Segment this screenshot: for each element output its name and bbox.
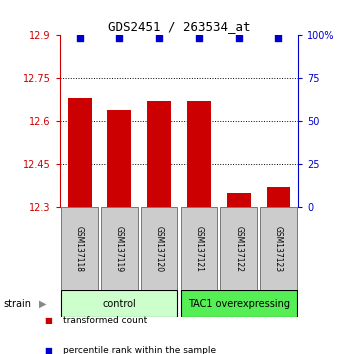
Text: control: control bbox=[103, 298, 136, 309]
Bar bbox=[101, 207, 138, 290]
Bar bbox=[141, 207, 177, 290]
Text: GSM137121: GSM137121 bbox=[194, 226, 204, 272]
Bar bbox=[181, 207, 217, 290]
Point bbox=[196, 35, 202, 41]
Bar bbox=[68, 98, 91, 207]
Text: transformed count: transformed count bbox=[63, 316, 147, 325]
Bar bbox=[187, 101, 211, 207]
Point bbox=[77, 35, 82, 41]
Text: GSM137119: GSM137119 bbox=[115, 225, 124, 272]
Title: GDS2451 / 263534_at: GDS2451 / 263534_at bbox=[108, 20, 250, 33]
Bar bbox=[181, 290, 297, 317]
Text: percentile rank within the sample: percentile rank within the sample bbox=[63, 346, 216, 354]
Point bbox=[117, 35, 122, 41]
Point bbox=[276, 35, 281, 41]
Text: ■: ■ bbox=[44, 316, 52, 325]
Text: TAC1 overexpressing: TAC1 overexpressing bbox=[188, 298, 290, 309]
Text: GSM137123: GSM137123 bbox=[274, 225, 283, 272]
Text: strain: strain bbox=[3, 298, 31, 309]
Bar bbox=[227, 193, 251, 207]
Bar bbox=[61, 290, 177, 317]
Text: GSM137120: GSM137120 bbox=[154, 225, 164, 272]
Point bbox=[157, 35, 162, 41]
Bar bbox=[267, 187, 291, 207]
Text: ■: ■ bbox=[44, 346, 52, 354]
Bar bbox=[220, 207, 257, 290]
Point bbox=[236, 35, 241, 41]
Bar bbox=[147, 101, 171, 207]
Text: ▶: ▶ bbox=[39, 298, 47, 309]
Text: GSM137118: GSM137118 bbox=[75, 226, 84, 272]
Text: GSM137122: GSM137122 bbox=[234, 226, 243, 272]
Bar bbox=[107, 110, 131, 207]
Bar bbox=[61, 207, 98, 290]
Bar bbox=[260, 207, 297, 290]
